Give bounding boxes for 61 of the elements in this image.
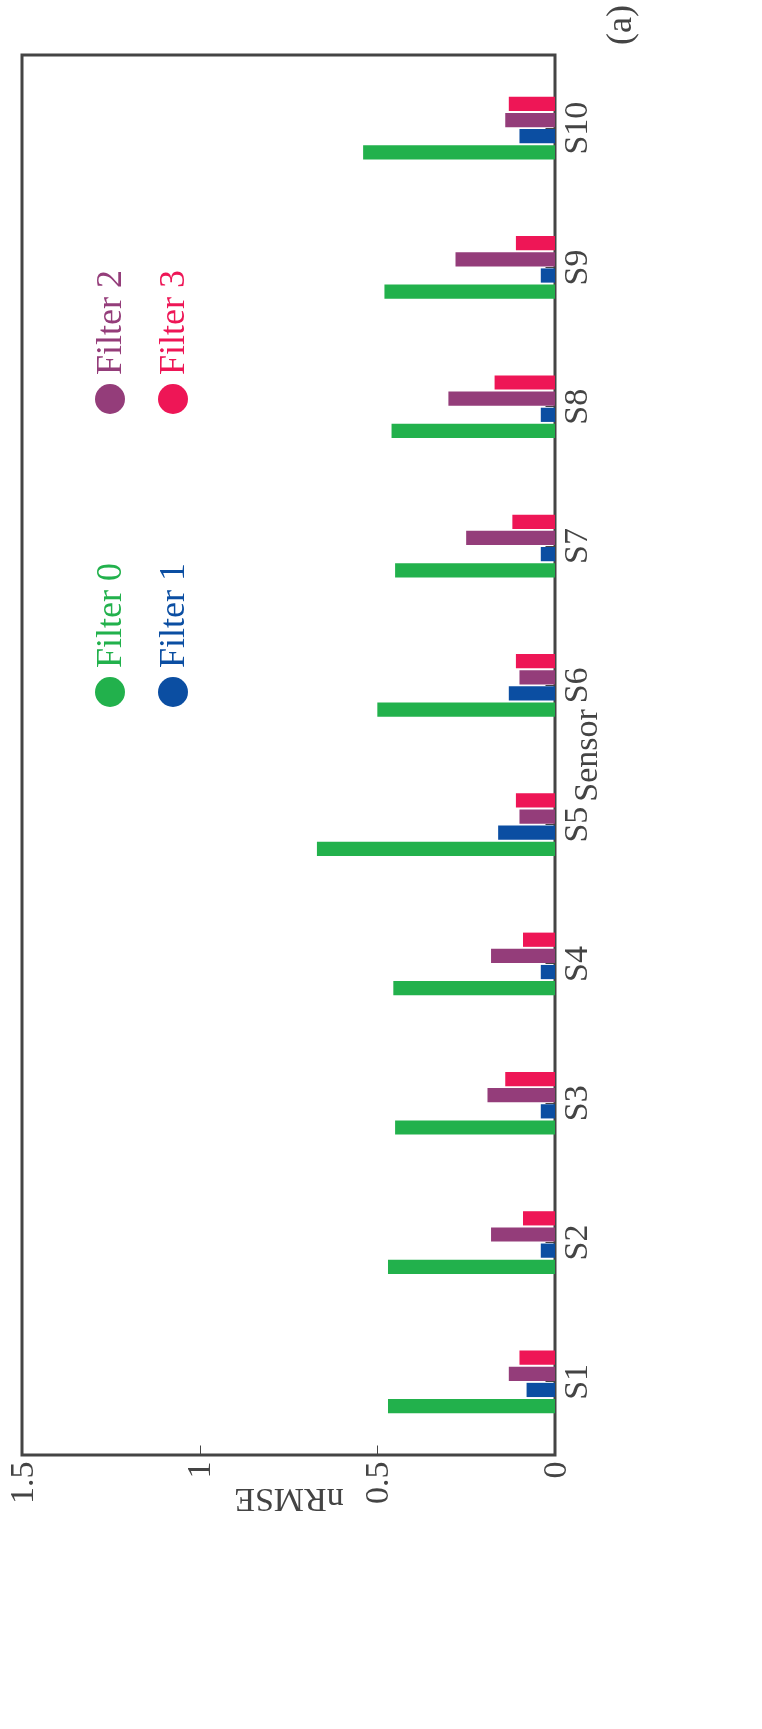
bar [508,1366,555,1381]
x-tick-label: 1 [180,1461,218,1479]
bar [515,654,555,669]
bar [519,809,555,824]
bar [363,145,555,160]
bar [505,112,555,128]
bar [395,563,555,578]
bar [512,514,555,529]
bar [387,1259,555,1274]
bar [526,1382,555,1398]
bar [498,825,555,840]
y-tick-label: S4 [556,945,594,982]
bar [508,686,555,701]
bar [494,375,555,390]
bar [448,391,555,406]
bar [515,236,555,251]
bar [391,423,555,439]
y-tick-label: S3 [556,1085,594,1122]
bar [523,1211,555,1226]
y-tick-label: S7 [556,528,594,565]
bar [387,1398,555,1414]
text: Filter 2 [89,270,129,375]
y-tick-label: S6 [556,667,594,704]
y-tick-label: S2 [556,1224,594,1261]
bar [393,981,555,996]
bar [540,964,555,980]
bar [491,948,555,963]
bar [540,547,555,562]
chart-title: (a) [599,5,639,46]
y-tick-label: S1 [556,1363,594,1400]
text: Filter 3 [152,270,192,375]
y-tick-label: S5 [556,806,594,843]
bar [316,841,555,856]
y-tick-label: S10 [556,101,594,155]
bar [466,530,555,546]
bar [540,407,555,422]
bar [508,96,555,112]
bar [455,252,555,267]
bar [377,702,555,717]
bar [540,1243,555,1258]
x-tick-label: 0 [535,1461,573,1479]
text: Filter 0 [89,563,129,668]
bar [540,268,555,283]
bar [395,1120,555,1135]
bar [519,1350,555,1365]
x-axis-title: nRMSE [234,1482,344,1519]
y-tick-label: S8 [556,388,594,425]
bar [519,670,555,685]
bar [515,793,555,808]
bar [540,1104,555,1119]
x-tick-label: 1.5 [2,1461,40,1504]
bar [491,1227,555,1242]
y-tick-label: S9 [556,249,594,286]
y-axis-title: Sensor [566,708,604,802]
bar [519,129,555,144]
bar [523,932,555,947]
bar [487,1088,555,1103]
bar [384,284,555,299]
x-tick-label: 0.5 [357,1461,395,1504]
bar [505,1071,555,1087]
text: Filter 1 [152,563,192,668]
